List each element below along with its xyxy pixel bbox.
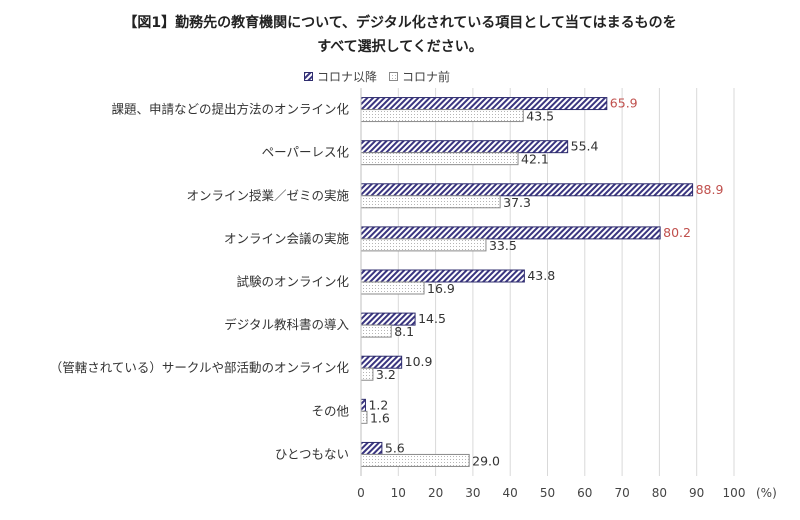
labels-layer: 課題、申請などの提出方法のオンライン化 65.9 43.5 ペーパーレス化 55.4 42… bbox=[50, 96, 724, 469]
legend-swatch-series2 bbox=[389, 72, 399, 81]
chart-title-line2: すべて選択してください。 bbox=[317, 39, 483, 55]
x-tick-label: 40 bbox=[503, 486, 518, 500]
bars-layer bbox=[360, 97, 694, 467]
bar-series2 bbox=[360, 367, 374, 381]
x-tick-label: 30 bbox=[465, 486, 480, 500]
bar-series2 bbox=[360, 238, 487, 252]
bar-series2 bbox=[360, 324, 392, 338]
x-tick-label: 50 bbox=[540, 486, 555, 500]
bar-series2 bbox=[360, 281, 425, 295]
data-label-series1: 10.9 bbox=[405, 354, 433, 369]
x-tick-label: 0 bbox=[357, 486, 365, 500]
category-label: その他 bbox=[311, 403, 349, 418]
bar-series2 bbox=[360, 453, 470, 467]
category-label: ペーパーレス化 bbox=[262, 145, 350, 160]
x-tick-label: 80 bbox=[652, 486, 667, 500]
category-label: オンライン授業／ゼミの実施 bbox=[186, 188, 349, 203]
data-label-series1: 14.5 bbox=[418, 311, 446, 326]
legend-swatch-series1 bbox=[304, 72, 313, 81]
x-tick-label: 100 bbox=[723, 486, 746, 500]
data-label-series2: 43.5 bbox=[526, 109, 554, 124]
bar-series2 bbox=[360, 195, 501, 209]
bar-series1 bbox=[360, 398, 366, 412]
bar-series1 bbox=[360, 441, 383, 455]
x-tick-label: 10 bbox=[391, 486, 406, 500]
category-label: ひとつもない bbox=[275, 446, 349, 461]
bar-series1 bbox=[360, 97, 608, 111]
data-label-series2: 42.1 bbox=[521, 152, 549, 167]
x-axis-unit: (%) bbox=[756, 486, 777, 500]
data-label-series1: 80.2 bbox=[663, 225, 691, 240]
data-label-series1: 55.4 bbox=[571, 139, 599, 154]
category-label: （管轄されている）サークルや部活動のオンライン化 bbox=[50, 360, 350, 375]
category-label: 課題、申請などの提出方法のオンライン化 bbox=[111, 102, 349, 117]
data-label-series2: 33.5 bbox=[489, 238, 517, 253]
bar-series2 bbox=[360, 152, 519, 166]
data-label-series1: 88.9 bbox=[696, 182, 724, 197]
axis-layer: 0 10 20 30 40 50 60 70 80 90 100 (%) bbox=[357, 88, 777, 500]
data-label-series1: 1.2 bbox=[368, 397, 388, 412]
data-label-series2: 3.2 bbox=[376, 367, 396, 382]
x-tick-label: 70 bbox=[614, 486, 629, 500]
legend-label-series1: コロナ以降 bbox=[317, 70, 378, 84]
legend: コロナ以降 コロナ前 bbox=[304, 68, 462, 85]
category-label: デジタル教科書の導入 bbox=[224, 317, 349, 332]
legend-item-series2: コロナ前 bbox=[389, 68, 450, 85]
data-label-series2: 29.0 bbox=[472, 453, 500, 468]
data-label-series1: 65.9 bbox=[610, 96, 638, 111]
x-tick-label: 60 bbox=[577, 486, 592, 500]
chart-title-line1: 【図1】勤務先の教育機関について、デジタル化されている項目として当てはまるものを bbox=[123, 15, 677, 31]
data-label-series2: 37.3 bbox=[503, 195, 531, 210]
legend-item-series1: コロナ以降 bbox=[304, 68, 377, 85]
data-label-series2: 16.9 bbox=[427, 281, 455, 296]
legend-label-series2: コロナ前 bbox=[402, 70, 451, 84]
bar-series2 bbox=[360, 109, 524, 123]
bar-series2 bbox=[360, 410, 368, 424]
x-tick-label: 90 bbox=[689, 486, 704, 500]
category-label: 試験のオンライン化 bbox=[236, 274, 349, 289]
data-label-series1: 5.6 bbox=[385, 440, 405, 455]
x-tick-label: 20 bbox=[428, 486, 443, 500]
data-label-series2: 1.6 bbox=[370, 410, 390, 425]
data-label-series2: 8.1 bbox=[394, 324, 414, 339]
data-label-series1: 43.8 bbox=[527, 268, 555, 283]
category-label: オンライン会議の実施 bbox=[224, 231, 350, 246]
